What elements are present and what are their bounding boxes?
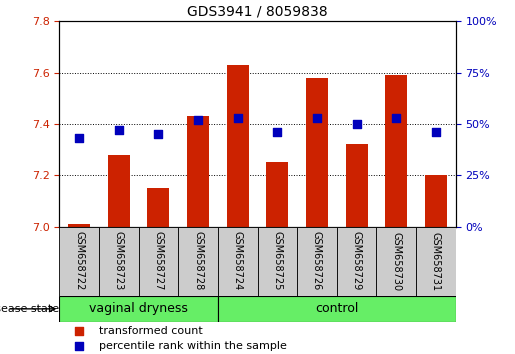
Point — [234, 115, 242, 121]
Point — [432, 129, 440, 135]
Text: GSM658729: GSM658729 — [352, 232, 362, 291]
Text: control: control — [315, 302, 358, 315]
Bar — [306, 78, 328, 227]
Text: GSM658728: GSM658728 — [193, 232, 203, 291]
Point — [114, 127, 123, 133]
Bar — [218, 296, 456, 322]
Point — [154, 131, 163, 137]
Bar — [59, 227, 99, 296]
Bar — [376, 227, 416, 296]
Bar — [416, 227, 456, 296]
Bar — [68, 224, 90, 227]
Text: vaginal dryness: vaginal dryness — [89, 302, 188, 315]
Point — [392, 115, 401, 121]
Text: percentile rank within the sample: percentile rank within the sample — [99, 341, 287, 352]
Bar — [108, 155, 130, 227]
Text: GSM658727: GSM658727 — [153, 232, 163, 291]
Bar — [297, 227, 337, 296]
Bar — [178, 227, 218, 296]
Point — [75, 136, 83, 141]
Bar — [139, 227, 178, 296]
Text: GSM658722: GSM658722 — [74, 232, 84, 291]
Text: transformed count: transformed count — [99, 326, 202, 336]
Point — [194, 117, 202, 122]
Bar — [385, 75, 407, 227]
Text: disease state: disease state — [0, 304, 59, 314]
Bar — [218, 227, 258, 296]
Text: GSM658724: GSM658724 — [233, 232, 243, 291]
Bar — [59, 296, 218, 322]
Bar — [147, 188, 169, 227]
Text: GSM658725: GSM658725 — [272, 232, 282, 291]
Point — [75, 343, 83, 349]
Bar — [258, 227, 297, 296]
Point — [313, 115, 321, 121]
Text: GSM658731: GSM658731 — [431, 232, 441, 291]
Text: GSM658730: GSM658730 — [391, 232, 401, 291]
Point — [352, 121, 360, 127]
Bar — [425, 175, 447, 227]
Bar — [337, 227, 376, 296]
Title: GDS3941 / 8059838: GDS3941 / 8059838 — [187, 5, 328, 19]
Bar — [99, 227, 139, 296]
Bar — [346, 144, 368, 227]
Bar — [266, 162, 288, 227]
Point — [75, 328, 83, 334]
Text: GSM658723: GSM658723 — [114, 232, 124, 291]
Bar — [227, 65, 249, 227]
Point — [273, 129, 281, 135]
Bar — [187, 116, 209, 227]
Text: GSM658726: GSM658726 — [312, 232, 322, 291]
